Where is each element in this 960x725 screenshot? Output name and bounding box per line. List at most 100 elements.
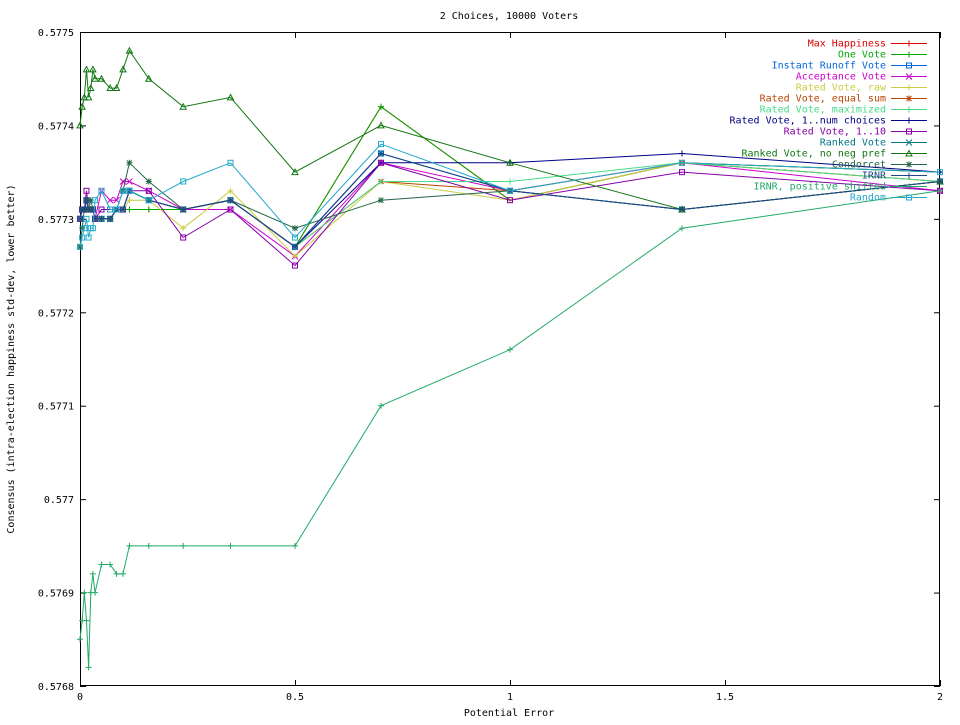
legend-item: Rated Vote, raw (796, 83, 927, 94)
data-point (82, 65, 91, 73)
y-tick-label: 0.5768 (38, 682, 74, 693)
series-line (79, 49, 941, 211)
data-point (378, 197, 384, 204)
data-point (906, 194, 912, 201)
data-point (378, 178, 384, 185)
data-point (292, 225, 298, 232)
data-point (679, 206, 685, 213)
data-point (120, 570, 126, 577)
legend-label: Instant Runoff Vote (772, 61, 886, 72)
data-point (906, 62, 912, 69)
data-point (906, 172, 912, 179)
y-tick-label: 0.5771 (38, 402, 74, 413)
data-point (906, 183, 912, 190)
legend-item: Ranked Vote (820, 138, 927, 149)
data-point (98, 215, 105, 222)
y-ticks: 0.5768 0.5769 0.577 0.5771 0.5772 0.5773 0.577… (38, 28, 940, 693)
data-point (145, 187, 152, 194)
data-point (79, 234, 86, 241)
data-point (89, 206, 96, 213)
legend-label: Ranked Vote (820, 138, 886, 149)
y-tick-label: 0.5774 (38, 121, 74, 132)
data-point (291, 168, 299, 176)
legend-item: Random (850, 193, 927, 204)
data-point (77, 215, 83, 222)
data-point (97, 74, 106, 82)
data-point (83, 215, 90, 222)
data-point (120, 187, 126, 194)
data-point (180, 234, 187, 241)
data-point (106, 196, 114, 204)
data-point (906, 84, 912, 91)
x-tick-label: 2 (937, 692, 943, 703)
x-tick-label: 0.5 (286, 692, 304, 703)
data-point (506, 158, 514, 166)
data-point (679, 169, 685, 176)
data-point (144, 74, 153, 82)
legend-item: Rated Vote, equal sum (760, 94, 927, 105)
legend-item: IRNR, positive shifted (754, 182, 927, 193)
data-point (107, 561, 114, 568)
x-axis-label: Potential Error (464, 708, 554, 719)
data-point (378, 402, 384, 409)
data-point (77, 636, 83, 643)
data-point (905, 149, 913, 157)
y-tick-label: 0.5775 (38, 28, 74, 39)
data-point (145, 197, 152, 204)
legend-item: One Vote (838, 50, 927, 61)
series-line (79, 162, 941, 267)
legend-label: Max Happiness (808, 39, 886, 50)
data-point (378, 159, 384, 166)
data-point (126, 178, 133, 185)
data-point (180, 178, 187, 185)
data-point (113, 196, 120, 204)
data-point (126, 197, 133, 204)
data-point (378, 141, 384, 148)
data-point (292, 243, 298, 250)
legend-item: Acceptance Vote (796, 72, 927, 83)
data-point (77, 243, 83, 250)
data-point (906, 40, 912, 47)
y-tick-label: 0.5772 (38, 308, 74, 319)
series-random (77, 141, 943, 250)
data-point (92, 215, 99, 222)
data-point (507, 187, 513, 194)
legend-item: Instant Runoff Vote (772, 61, 927, 72)
chart-title: 2 Choices, 10000 Voters (440, 11, 578, 22)
legend-item: Rated Vote, maximized (760, 105, 927, 116)
x-tick-label: 0 (77, 692, 83, 703)
data-point (292, 262, 298, 269)
series-group (76, 46, 944, 671)
data-point (227, 197, 234, 204)
legend-item: Max Happiness (808, 39, 927, 50)
data-point (78, 102, 86, 110)
data-point (89, 225, 96, 232)
data-point (83, 197, 90, 204)
y-tick-label: 0.5773 (38, 215, 74, 226)
series-line (79, 143, 941, 248)
data-point (107, 206, 114, 213)
data-point (119, 65, 127, 73)
data-point (180, 206, 187, 213)
data-point (937, 169, 943, 176)
legend-label: Random (850, 193, 886, 204)
data-point (112, 84, 121, 92)
data-point (98, 187, 105, 194)
legend-label: IRNR, positive shifted (754, 182, 886, 193)
data-point (227, 187, 234, 194)
data-point (91, 74, 99, 82)
data-point (905, 139, 913, 146)
data-point (906, 106, 912, 113)
data-point (227, 542, 234, 549)
data-point (507, 346, 513, 353)
legend-label: Ranked Vote, no neg pref (742, 149, 887, 160)
legend-label: Rated Vote, 1..10 (784, 127, 886, 138)
data-point (106, 84, 114, 92)
series-rated-vote-1-10 (77, 159, 943, 269)
data-point (87, 197, 94, 204)
data-point (145, 542, 152, 549)
data-point (292, 234, 298, 241)
data-point (906, 117, 912, 124)
